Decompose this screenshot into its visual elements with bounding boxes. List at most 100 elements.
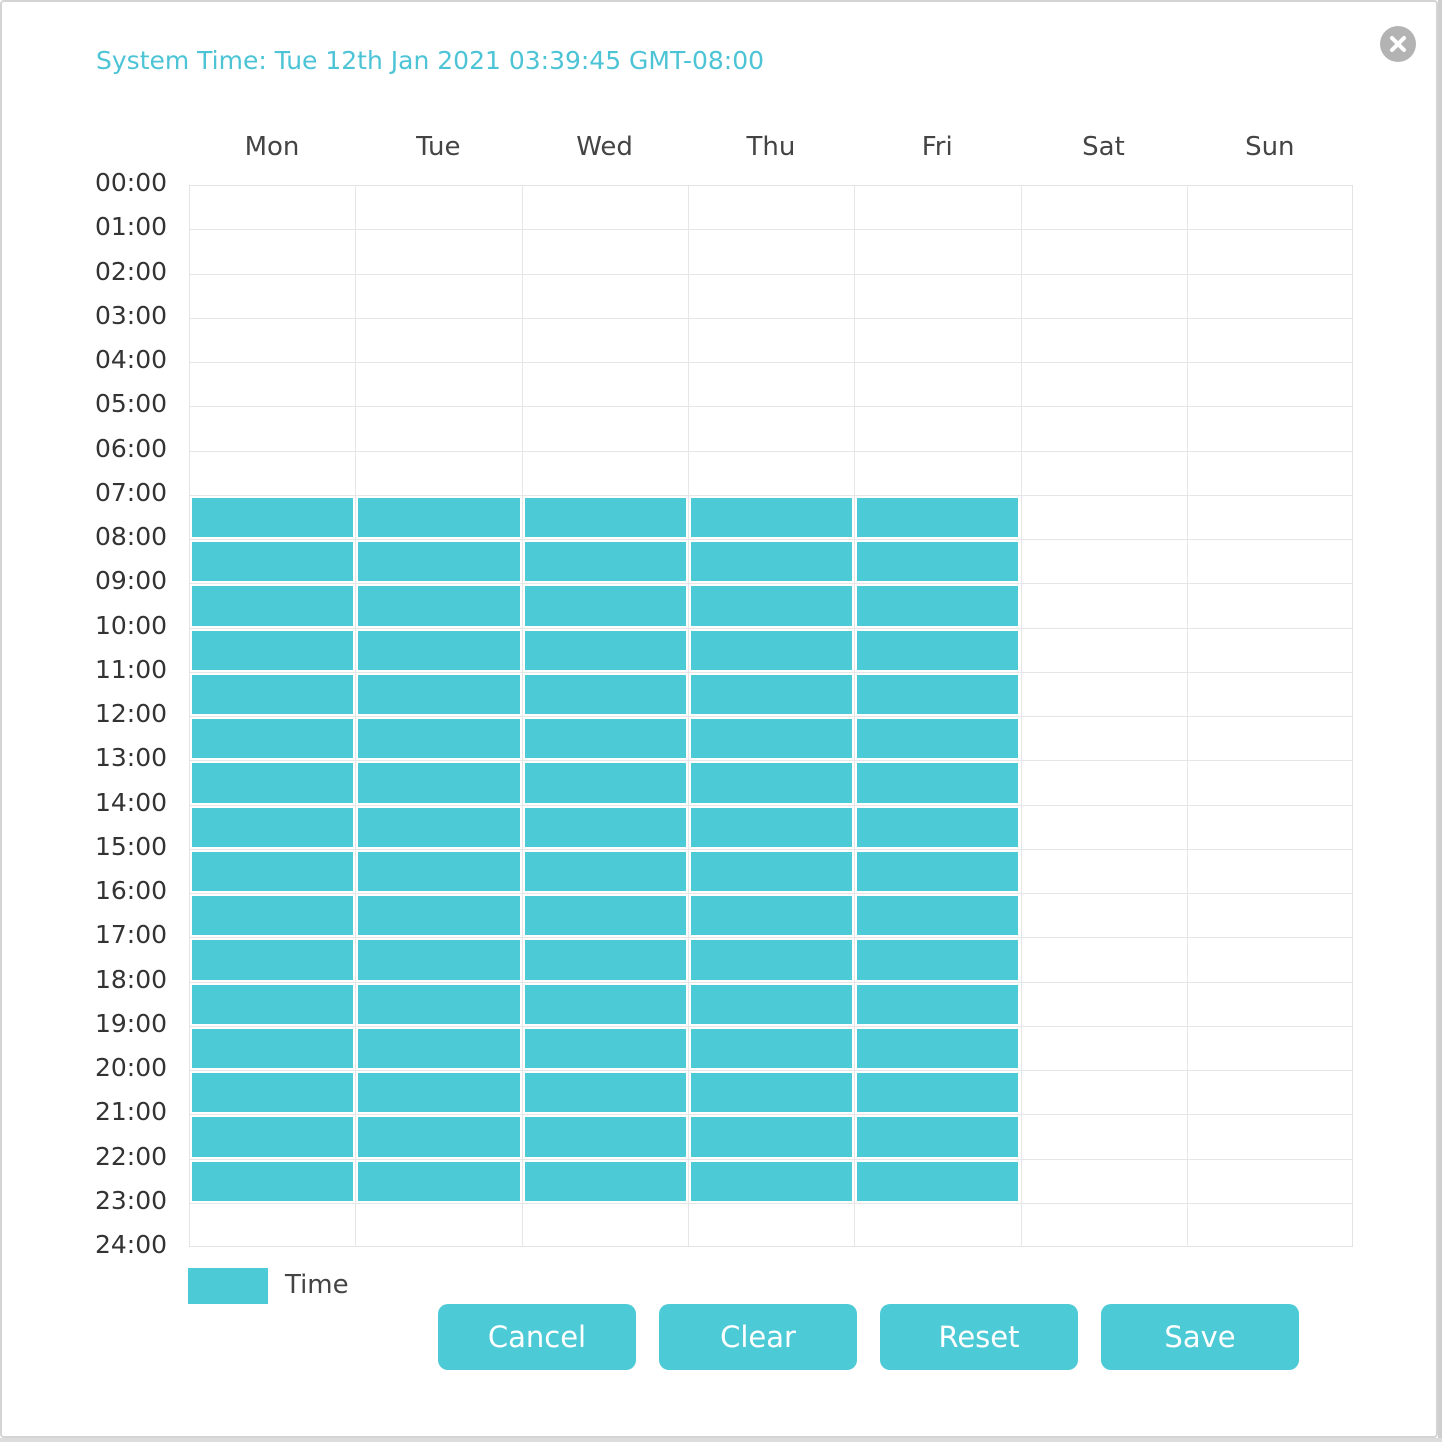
schedule-cell-fri-8[interactable] <box>857 542 1019 582</box>
schedule-cell-mon-21[interactable] <box>192 1117 354 1157</box>
schedule-cell-mon-22[interactable] <box>192 1161 354 1201</box>
schedule-cell-thu-17[interactable] <box>690 940 853 980</box>
schedule-cell-fri-10[interactable] <box>857 630 1019 670</box>
schedule-cell-wed-13[interactable] <box>524 763 686 803</box>
hour-label: 06:00 <box>95 433 168 463</box>
schedule-cell-tue-18[interactable] <box>358 984 520 1024</box>
schedule-cell-wed-18[interactable] <box>524 984 686 1024</box>
cancel-button[interactable]: Cancel <box>438 1304 636 1370</box>
schedule-cell-mon-13[interactable] <box>192 763 354 803</box>
schedule-cell-wed-20[interactable] <box>524 1073 686 1113</box>
schedule-cell-fri-14[interactable] <box>857 807 1019 847</box>
schedule-cell-thu-20[interactable] <box>690 1073 853 1113</box>
schedule-cell-thu-15[interactable] <box>690 851 853 891</box>
schedule-cell-mon-10[interactable] <box>192 630 354 670</box>
schedule-cell-tue-14[interactable] <box>358 807 520 847</box>
grid-row-line <box>190 671 1352 673</box>
clear-button[interactable]: Clear <box>659 1304 857 1370</box>
schedule-cell-thu-18[interactable] <box>690 984 853 1024</box>
schedule-cell-tue-21[interactable] <box>358 1117 520 1157</box>
schedule-cell-wed-15[interactable] <box>524 851 686 891</box>
schedule-cell-wed-21[interactable] <box>524 1117 686 1157</box>
schedule-cell-thu-12[interactable] <box>690 719 853 759</box>
schedule-cell-thu-9[interactable] <box>690 586 853 626</box>
day-header-sun: Sun <box>1245 132 1295 162</box>
schedule-cell-thu-16[interactable] <box>690 896 853 936</box>
schedule-cell-tue-7[interactable] <box>358 497 520 537</box>
schedule-cell-wed-12[interactable] <box>524 719 686 759</box>
schedule-cell-mon-11[interactable] <box>192 674 354 714</box>
schedule-cell-wed-11[interactable] <box>524 674 686 714</box>
schedule-cell-tue-13[interactable] <box>358 763 520 803</box>
schedule-cell-wed-8[interactable] <box>524 542 686 582</box>
schedule-cell-wed-22[interactable] <box>524 1161 686 1201</box>
schedule-cell-fri-9[interactable] <box>857 586 1019 626</box>
day-header-thu: Thu <box>746 132 796 162</box>
schedule-cell-mon-14[interactable] <box>192 807 354 847</box>
schedule-cell-fri-20[interactable] <box>857 1073 1019 1113</box>
schedule-cell-fri-12[interactable] <box>857 719 1019 759</box>
schedule-cell-tue-17[interactable] <box>358 940 520 980</box>
schedule-cell-fri-13[interactable] <box>857 763 1019 803</box>
schedule-cell-wed-7[interactable] <box>524 497 686 537</box>
schedule-cell-tue-11[interactable] <box>358 674 520 714</box>
reset-button[interactable]: Reset <box>880 1304 1078 1370</box>
schedule-cell-wed-10[interactable] <box>524 630 686 670</box>
schedule-cell-fri-21[interactable] <box>857 1117 1019 1157</box>
hour-label: 07:00 <box>95 477 168 507</box>
grid-row-line <box>190 716 1352 717</box>
schedule-cell-tue-22[interactable] <box>358 1161 520 1201</box>
grid-row-line <box>190 494 1352 496</box>
schedule-cell-thu-21[interactable] <box>690 1117 853 1157</box>
schedule-cell-mon-8[interactable] <box>192 542 354 582</box>
schedule-cell-thu-8[interactable] <box>690 542 853 582</box>
schedule-cell-fri-15[interactable] <box>857 851 1019 891</box>
schedule-cell-tue-10[interactable] <box>358 630 520 670</box>
schedule-cell-tue-12[interactable] <box>358 719 520 759</box>
schedule-cell-mon-9[interactable] <box>192 586 354 626</box>
schedule-cell-thu-22[interactable] <box>690 1161 853 1201</box>
schedule-cell-fri-22[interactable] <box>857 1161 1019 1201</box>
schedule-cell-mon-7[interactable] <box>192 497 354 537</box>
schedule-cell-tue-8[interactable] <box>358 542 520 582</box>
schedule-cell-thu-11[interactable] <box>690 674 853 714</box>
schedule-cell-wed-17[interactable] <box>524 940 686 980</box>
schedule-cell-wed-16[interactable] <box>524 896 686 936</box>
schedule-cell-fri-11[interactable] <box>857 674 1019 714</box>
schedule-cell-mon-20[interactable] <box>192 1073 354 1113</box>
hour-label: 15:00 <box>95 831 168 861</box>
schedule-cell-thu-13[interactable] <box>690 763 853 803</box>
schedule-cell-tue-16[interactable] <box>358 896 520 936</box>
schedule-cell-mon-15[interactable] <box>192 851 354 891</box>
schedule-cell-mon-17[interactable] <box>192 940 354 980</box>
grid-row-line <box>190 583 1352 585</box>
grid-row-line <box>190 1114 1352 1116</box>
schedule-cell-wed-19[interactable] <box>524 1028 686 1068</box>
schedule-cell-tue-15[interactable] <box>358 851 520 891</box>
schedule-cell-mon-19[interactable] <box>192 1028 354 1068</box>
day-header-fri: Fri <box>921 132 953 162</box>
close-icon <box>1390 36 1406 52</box>
schedule-grid[interactable] <box>189 185 1353 1247</box>
schedule-cell-fri-16[interactable] <box>857 896 1019 936</box>
schedule-cell-wed-14[interactable] <box>524 807 686 847</box>
grid-row-line <box>190 627 1352 629</box>
schedule-cell-thu-14[interactable] <box>690 807 853 847</box>
schedule-cell-fri-19[interactable] <box>857 1028 1019 1068</box>
grid-row-line <box>190 273 1352 275</box>
schedule-cell-mon-16[interactable] <box>192 896 354 936</box>
schedule-cell-mon-18[interactable] <box>192 984 354 1024</box>
schedule-cell-tue-20[interactable] <box>358 1073 520 1113</box>
schedule-cell-thu-19[interactable] <box>690 1028 853 1068</box>
schedule-cell-tue-9[interactable] <box>358 586 520 626</box>
schedule-cell-wed-9[interactable] <box>524 586 686 626</box>
schedule-cell-thu-7[interactable] <box>690 497 853 537</box>
schedule-cell-tue-19[interactable] <box>358 1028 520 1068</box>
schedule-cell-thu-10[interactable] <box>690 630 853 670</box>
schedule-cell-mon-12[interactable] <box>192 719 354 759</box>
schedule-cell-fri-18[interactable] <box>857 984 1019 1024</box>
schedule-cell-fri-7[interactable] <box>857 497 1019 537</box>
save-button[interactable]: Save <box>1101 1304 1299 1370</box>
schedule-cell-fri-17[interactable] <box>857 940 1019 980</box>
close-button[interactable] <box>1380 26 1416 62</box>
